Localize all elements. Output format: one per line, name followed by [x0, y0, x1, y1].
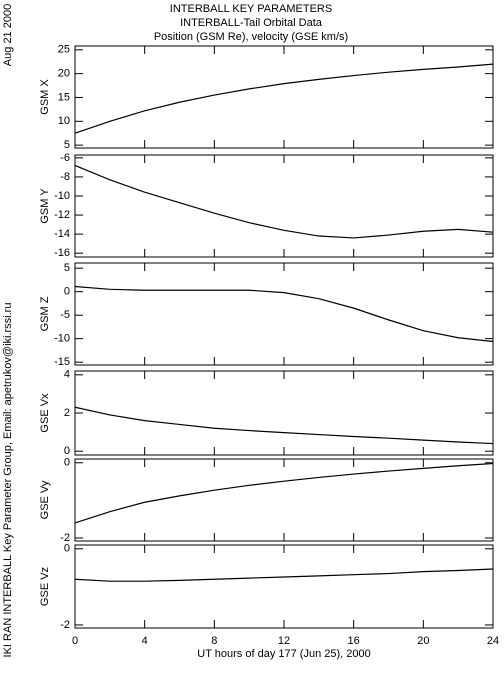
y-axis-label: GSM Z — [39, 296, 51, 331]
x-tick-label: 8 — [211, 635, 217, 647]
chart-subtitle: INTERBALL-Tail Orbital Data — [180, 17, 323, 29]
plot-frame — [74, 154, 494, 258]
x-tick-label: 4 — [142, 635, 148, 647]
data-line — [74, 285, 494, 343]
y-tick-label: -2 — [60, 619, 70, 631]
date-label: Aug 21 2000 — [2, 4, 14, 66]
y-axis-label: GSE Vx — [39, 393, 51, 433]
data-line — [74, 406, 494, 445]
y-tick-label: -6 — [60, 152, 70, 164]
y-tick-label: -14 — [54, 228, 70, 240]
plot-frame — [74, 458, 494, 542]
y-axis-label: GSM X — [39, 79, 51, 115]
chart-title: INTERBALL KEY PARAMETERS — [170, 3, 332, 15]
x-axis-label: UT hours of day 177 (Jun 25), 2000 — [197, 648, 370, 660]
y-tick-label: -8 — [60, 171, 70, 183]
chart-subtitle: Position (GSM Re), velocity (GSE km/s) — [154, 31, 348, 43]
plot-frame — [74, 370, 494, 456]
plot-frame — [74, 45, 494, 149]
y-tick-label: 20 — [58, 68, 70, 80]
y-tick-label: -5 — [60, 309, 70, 321]
y-tick-label: -12 — [54, 209, 70, 221]
x-tick-label: 16 — [348, 635, 360, 647]
y-tick-label: -15 — [54, 356, 70, 368]
data-line — [74, 462, 494, 524]
data-line — [74, 568, 494, 582]
x-tick-label: 12 — [278, 635, 290, 647]
y-tick-label: -10 — [54, 333, 70, 345]
y-tick-label: 0 — [64, 457, 70, 469]
y-tick-label: 0 — [64, 286, 70, 298]
y-tick-label: 5 — [64, 262, 70, 274]
x-tick-label: 0 — [72, 635, 78, 647]
y-axis-label: GSM Y — [39, 188, 51, 224]
plot-frame — [74, 544, 494, 629]
y-tick-label: 0 — [64, 445, 70, 457]
data-line — [74, 63, 494, 134]
y-tick-label: 0 — [64, 543, 70, 555]
y-tick-label: 10 — [58, 115, 70, 127]
plot-frame — [74, 262, 494, 366]
y-tick-label: 25 — [58, 44, 70, 56]
y-tick-label: 5 — [64, 139, 70, 151]
x-tick-label: 20 — [417, 635, 429, 647]
y-tick-label: 2 — [64, 407, 70, 419]
y-tick-label: -10 — [54, 190, 70, 202]
y-tick-label: 15 — [58, 91, 70, 103]
y-tick-label: 4 — [64, 369, 70, 381]
x-tick-label: 24 — [487, 635, 499, 647]
y-axis-label: GSE Vz — [39, 567, 51, 606]
data-line — [74, 164, 494, 239]
y-tick-label: -16 — [54, 247, 70, 259]
y-axis-label: GSE Vy — [39, 480, 51, 519]
y-tick-label: -2 — [60, 532, 70, 544]
credit-label: IKI RAN INTERBALL Key Parameter Group, E… — [2, 303, 14, 658]
